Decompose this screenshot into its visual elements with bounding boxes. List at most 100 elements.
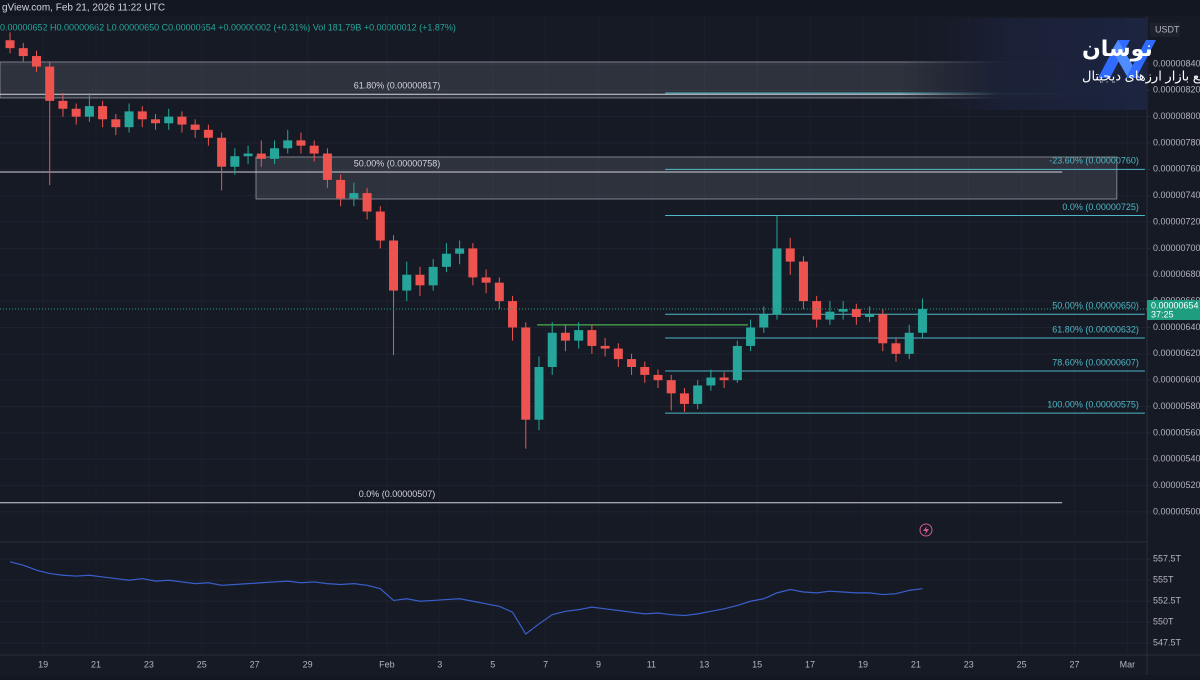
candle [151, 114, 161, 130]
candle [203, 124, 213, 146]
y-tick-label: 0.00000540 [1153, 454, 1200, 464]
candle [32, 50, 41, 72]
candle-body [706, 377, 716, 386]
candle-body [746, 327, 756, 346]
candle [71, 103, 81, 125]
candle [851, 303, 861, 325]
candle-body [904, 332, 914, 354]
panes: 0.00000840 0.00000820 0.00000800 0.00000780… [0, 16, 1200, 669]
candle [362, 187, 372, 220]
candle-body [217, 137, 227, 167]
candle-body [296, 140, 306, 146]
candle-body [640, 367, 650, 375]
candle-body [190, 124, 200, 130]
candle [759, 306, 769, 333]
candle-body [137, 111, 147, 120]
y-tick-label: 0.00000680 [1153, 269, 1200, 279]
fib-label: 100.00% (0.00000575) [1047, 399, 1139, 409]
candle-body [560, 332, 570, 341]
candle-body [719, 377, 729, 381]
x-tick-label: 27 [250, 659, 260, 669]
x-tick-label: 19 [38, 659, 48, 669]
candle-body [547, 332, 557, 368]
y-tick-label: 0.00000760 [1153, 164, 1200, 174]
x-tick-label: Mar [1120, 659, 1136, 669]
candle-body [177, 116, 187, 125]
y-tick-label: 0.00000520 [1153, 480, 1200, 490]
zone [0, 61, 1063, 99]
x-tick-label: 5 [490, 659, 495, 669]
candle-body [124, 111, 134, 128]
y-tick-label: 0.00000700 [1153, 243, 1200, 253]
candle [18, 42, 28, 62]
candle-body [653, 374, 663, 381]
candle-body [32, 56, 41, 67]
candle-body [851, 309, 861, 317]
candle-body [772, 248, 782, 315]
candle [402, 261, 412, 302]
alert-icon-bolt [923, 526, 929, 535]
fib-label: -23.60% (0.00000760) [1049, 156, 1139, 166]
candle-body [627, 359, 637, 368]
candle [917, 298, 927, 339]
fib-label: 78.60% (0.00000607) [1052, 357, 1139, 367]
x-tick-label: 17 [805, 659, 815, 669]
candle-body [534, 367, 544, 420]
y-tick-label: 557.5T [1153, 554, 1182, 564]
candle-body [878, 314, 888, 344]
candle [547, 322, 557, 375]
candle-body [693, 385, 703, 404]
x-tick-label: 23 [964, 659, 974, 669]
candle [878, 309, 888, 352]
y-tick-label: 547.5T [1153, 638, 1182, 648]
candle [891, 338, 901, 362]
header-source: gView.com, Feb 21, 2026 11:22 UTC [2, 3, 165, 14]
candle-body [825, 311, 835, 320]
candle [375, 206, 385, 249]
candle [256, 140, 266, 167]
candle-body [151, 119, 161, 124]
candle [508, 295, 518, 341]
candle-body [336, 179, 346, 199]
candle-body [283, 140, 293, 149]
candle-body [732, 345, 742, 381]
candle-body [243, 153, 253, 157]
candle-body [494, 282, 504, 302]
candle-body [613, 348, 623, 360]
candle-body [389, 240, 399, 291]
fib-label: 50.00% (0.00000758) [354, 158, 441, 168]
fib-label: 61.80% (0.00000632) [1052, 324, 1139, 334]
candle [772, 215, 782, 320]
candle [534, 356, 544, 431]
y-tick-label: 555T [1153, 575, 1174, 585]
candle-body [98, 106, 108, 120]
currency-box [1150, 23, 1180, 37]
candle-body [45, 66, 55, 101]
candle [666, 374, 676, 411]
candle [190, 119, 200, 138]
candle-body [441, 253, 451, 267]
x-tick-label: 7 [543, 659, 548, 669]
candle-body [785, 248, 795, 262]
candle-body [84, 106, 94, 117]
candle-body [402, 274, 412, 291]
candle [560, 324, 570, 352]
candle [230, 148, 240, 175]
countdown: 37:25 [1151, 309, 1174, 319]
candle [124, 103, 134, 133]
candle [322, 148, 332, 188]
y-tick-label: 0.00000500 [1153, 506, 1200, 516]
alert-icon[interactable] [919, 523, 933, 537]
candle [111, 114, 121, 136]
y-tick-label: 0.00000640 [1153, 322, 1200, 332]
candle-body [362, 193, 372, 212]
candle [904, 324, 914, 360]
candle-body [666, 380, 676, 394]
x-tick-label: 27 [1070, 659, 1080, 669]
y-tick-label: 0.00000800 [1153, 111, 1200, 121]
x-tick-label: 21 [911, 659, 921, 669]
candle-body [798, 261, 808, 302]
x-tick-label: 21 [91, 659, 101, 669]
